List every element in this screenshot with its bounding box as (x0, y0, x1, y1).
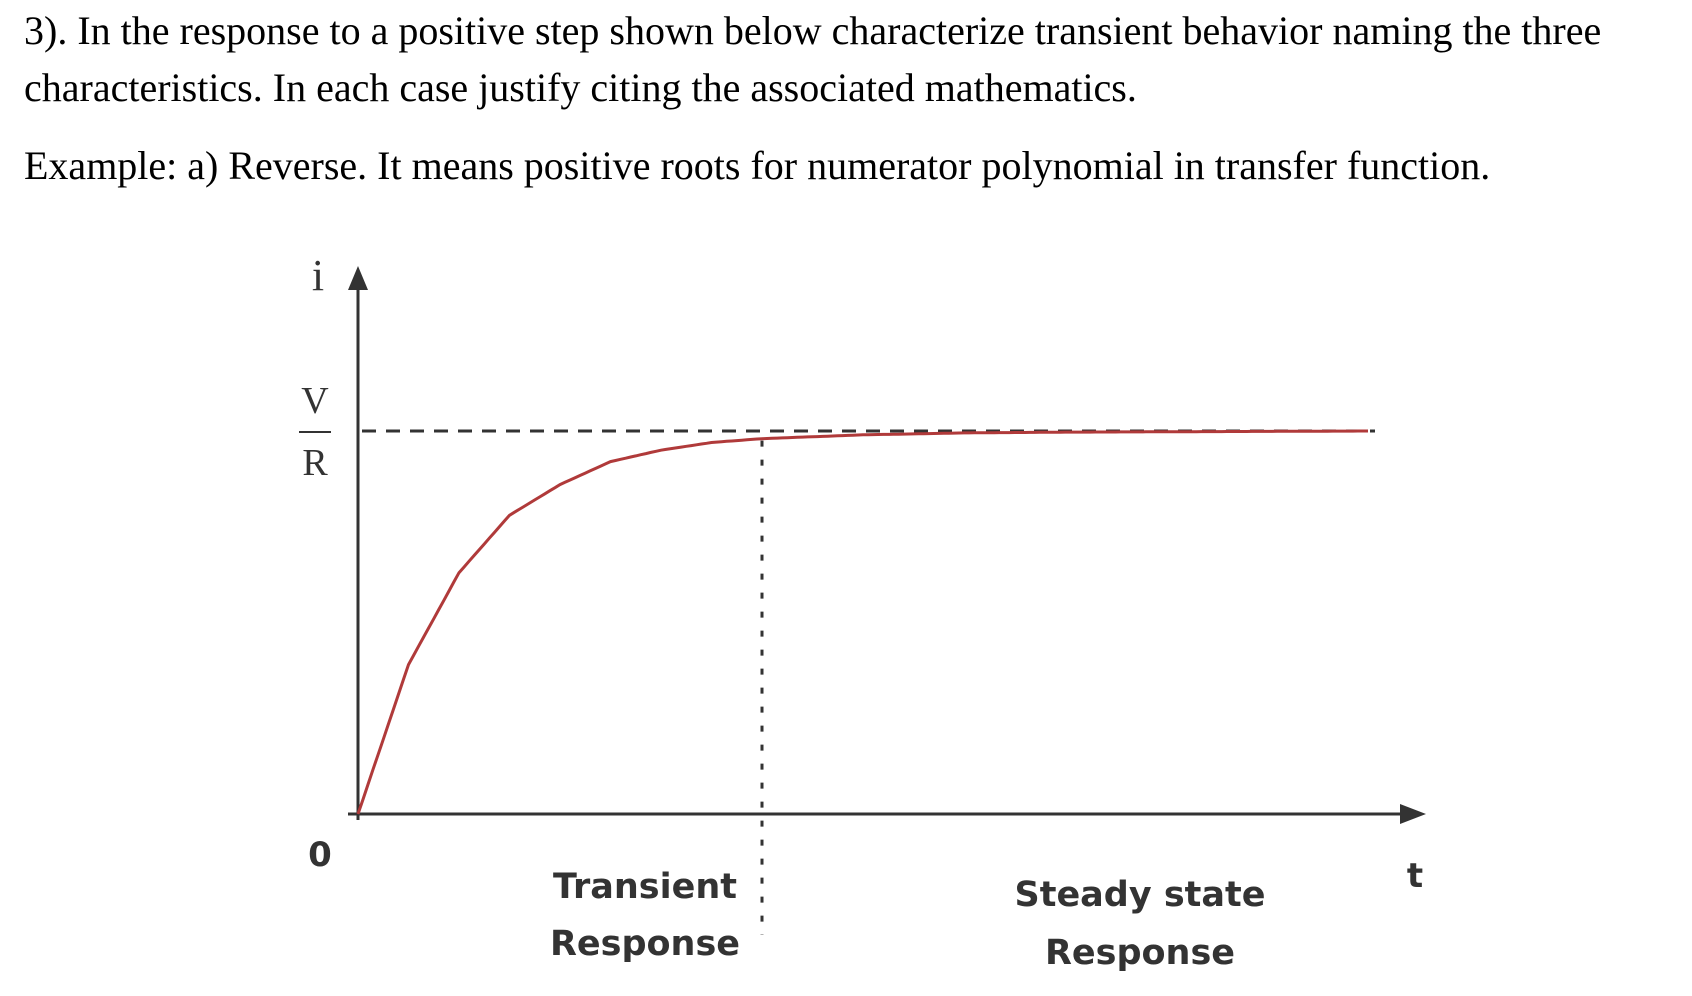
asymptote-denominator: R (302, 442, 328, 484)
transient-label-line2: Response (550, 924, 740, 964)
asymptote-numerator: V (301, 380, 329, 422)
response-curve (356, 429, 1368, 815)
y-axis-arrowhead (348, 266, 368, 290)
steady-label-line1: Steady state (1015, 875, 1266, 915)
x-axis-arrowhead (1400, 804, 1426, 824)
steady-label-line2: Response (1045, 933, 1235, 973)
transient-label-line1: Transient (553, 867, 737, 907)
y-axis-label: i (312, 251, 324, 300)
question-text: 3). In the response to a positive step s… (24, 8, 1602, 110)
x-axis-label: t (1407, 856, 1423, 896)
example-text: Example: a) Reverse. It means positive r… (24, 143, 1491, 188)
origin-label: 0 (308, 835, 332, 875)
